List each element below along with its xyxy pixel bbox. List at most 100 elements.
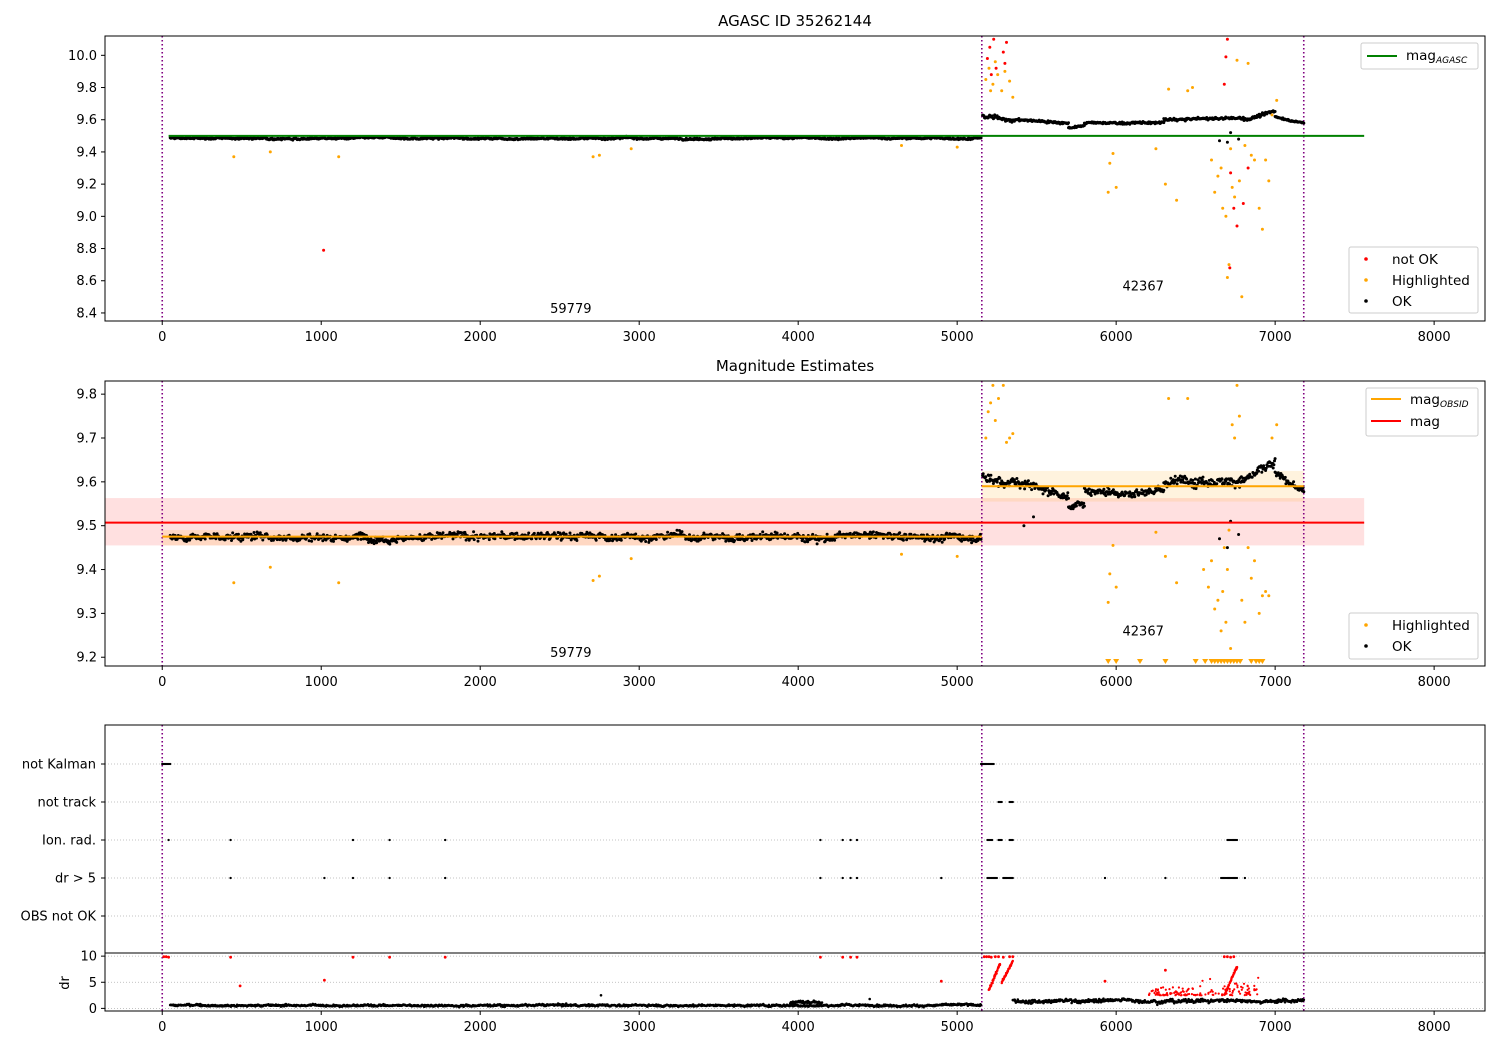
- highlighted-point: [1114, 585, 1118, 589]
- highlighted-point: [1237, 179, 1241, 183]
- flag-marker: [855, 876, 859, 880]
- highlighted-point: [997, 397, 1000, 400]
- highlighted-point: [1001, 383, 1005, 387]
- ok-point: [500, 530, 504, 534]
- ok-point: [775, 531, 779, 535]
- flag-marker: [351, 876, 355, 880]
- highlighted-point: [1235, 58, 1239, 62]
- ok-point: [769, 537, 773, 541]
- highlighted-point: [591, 579, 595, 582]
- highlighted-point: [1167, 397, 1171, 400]
- ok-point: [998, 476, 1002, 480]
- flag-category-label: Ion. rad.: [42, 834, 96, 849]
- ok-point: [249, 532, 253, 536]
- legend-label-mag-agasc: magAGASC: [1406, 48, 1468, 66]
- ok-point: [1260, 470, 1264, 474]
- ok-point: [1065, 494, 1069, 498]
- estimates-panel-title: Magnitude Estimates: [716, 357, 874, 375]
- ok-point: [901, 538, 905, 542]
- ok-point: [724, 539, 728, 543]
- highlighted-point: [993, 419, 997, 422]
- ok-point: [1225, 140, 1229, 144]
- highlighted-point: [1106, 190, 1110, 194]
- ok-point: [1162, 488, 1166, 492]
- ok-point: [1015, 477, 1019, 480]
- y-tick-label: 8.6: [76, 274, 97, 289]
- ok-point: [1237, 533, 1241, 536]
- ok-point: [1302, 121, 1306, 125]
- highlighted-point: [1011, 95, 1015, 99]
- flag-marker: [1235, 876, 1239, 880]
- not-ok-point: [988, 45, 992, 49]
- x-tick-label: 1000: [305, 330, 338, 345]
- obsid-label: 59779: [550, 302, 591, 317]
- highlighted-point: [337, 155, 341, 159]
- legend-box: [1360, 42, 1479, 70]
- ok-point: [1032, 515, 1035, 519]
- legend-marker-ok: [1364, 644, 1368, 648]
- ok-point: [817, 538, 821, 542]
- legend-label-highlighted: Highlighted: [1392, 618, 1470, 634]
- ok-point: [979, 537, 983, 541]
- ok-point: [1030, 488, 1034, 492]
- highlighted-point: [1219, 629, 1223, 633]
- obsid-label: 59779: [550, 646, 591, 661]
- legend-label-ok: OK: [1392, 294, 1413, 310]
- ok-point: [735, 533, 739, 537]
- y-tick-label: 9.6: [76, 113, 97, 128]
- highlighted-point: [1154, 530, 1158, 534]
- x-tick-label: 1000: [305, 675, 338, 690]
- highlighted-point: [991, 82, 995, 86]
- highlighted-point: [1233, 436, 1237, 440]
- ok-point: [586, 532, 589, 536]
- highlighted-point: [955, 554, 959, 558]
- not-ok-point: [985, 57, 989, 60]
- highlighted-point: [1008, 436, 1012, 440]
- ok-point: [1107, 487, 1111, 491]
- ok-point: [467, 538, 471, 542]
- ok-point: [801, 537, 805, 541]
- x-tick-label: 4000: [782, 330, 815, 345]
- highlighted-point: [1260, 594, 1264, 598]
- ok-point: [615, 538, 619, 542]
- highlighted-point: [268, 565, 272, 569]
- ok-point: [252, 531, 256, 534]
- ok-point: [970, 541, 974, 545]
- x-tick-label: 4000: [782, 675, 815, 690]
- not-ok-point: [1241, 202, 1245, 205]
- flag-marker: [323, 876, 326, 880]
- highlighted-point: [337, 581, 341, 585]
- highlighted-point: [1240, 295, 1244, 299]
- highlighted-point: [984, 436, 988, 440]
- highlighted-point: [1175, 581, 1179, 585]
- ok-point: [569, 538, 573, 542]
- ok-point: [493, 537, 497, 541]
- highlighted-point: [991, 383, 995, 387]
- highlighted-point: [989, 401, 993, 405]
- highlighted-point: [1210, 158, 1213, 162]
- highlighted-point: [1233, 195, 1237, 199]
- ok-point: [675, 528, 679, 532]
- flag-marker: [841, 838, 844, 842]
- ok-point: [1023, 487, 1027, 491]
- flag-marker: [819, 876, 822, 880]
- ok-point: [1104, 494, 1108, 498]
- ok-point: [271, 538, 275, 542]
- highlighted-point: [268, 150, 272, 154]
- flag-category-label: not Kalman: [22, 758, 96, 773]
- highlighted-point: [629, 147, 633, 151]
- highlighted-point: [1230, 423, 1234, 427]
- ok-point: [678, 529, 681, 532]
- highlighted-point: [1202, 568, 1206, 571]
- ok-point: [984, 475, 988, 479]
- ok-point: [241, 538, 245, 542]
- x-tick-label: 7000: [1259, 675, 1292, 690]
- ok-point: [871, 530, 875, 534]
- flag-marker: [1000, 800, 1003, 804]
- highlighted-point: [1219, 166, 1223, 170]
- ok-point: [231, 531, 235, 535]
